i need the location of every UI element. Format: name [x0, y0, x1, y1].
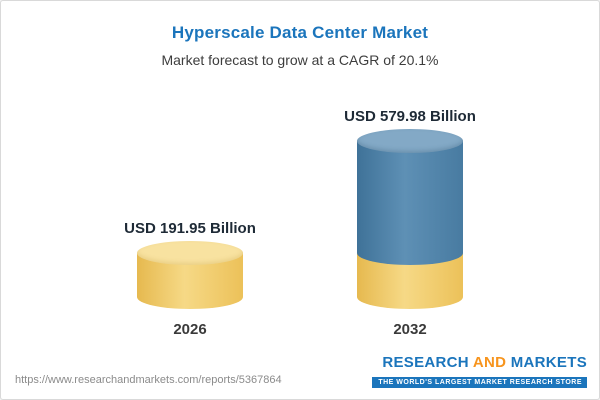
cylinder-2032 [357, 129, 463, 309]
footer: https://www.researchandmarkets.com/repor… [15, 354, 587, 389]
logo-tagline: THE WORLD'S LARGEST MARKET RESEARCH STOR… [372, 377, 587, 388]
logo-word-and: AND [472, 354, 507, 371]
logo-word-markets: MARKETS [510, 354, 587, 371]
chart-header: Hyperscale Data Center Market Market for… [1, 1, 599, 68]
research-and-markets-logo: RESEARCH AND MARKETS THE WORLD'S LARGEST… [372, 354, 587, 389]
chart-title: Hyperscale Data Center Market [171, 23, 429, 42]
cylinder-2032-top-cap [357, 129, 463, 153]
year-label-2026: 2026 [173, 321, 207, 338]
logo-word-research: RESEARCH [382, 354, 469, 371]
value-label-2032: USD 579.98 Billion [344, 108, 476, 125]
source-url: https://www.researchandmarkets.com/repor… [15, 374, 282, 386]
cylinder-2026 [137, 241, 243, 309]
bar-group-2032: USD 579.98 Billion 2032 [320, 108, 500, 338]
logo-wordmark: RESEARCH AND MARKETS [372, 354, 587, 371]
bar-group-2026: USD 191.95 Billion 2026 [100, 220, 280, 338]
value-label-2026: USD 191.95 Billion [124, 220, 256, 237]
cylinder-2032-growth-segment [357, 141, 463, 265]
cylinder-2026-top-cap [137, 241, 243, 265]
chart-area: USD 191.95 Billion 2026 USD 579.98 Billi… [1, 93, 599, 338]
year-label-2032: 2032 [393, 321, 427, 338]
chart-subtitle: Market forecast to grow at a CAGR of 20.… [161, 52, 439, 68]
